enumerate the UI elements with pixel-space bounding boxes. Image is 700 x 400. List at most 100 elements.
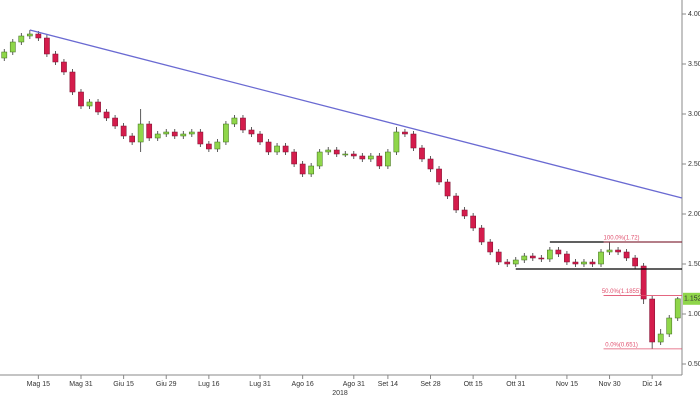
candle-body	[495, 251, 502, 263]
candle-body	[419, 147, 425, 160]
x-tick-label: Giu 15	[113, 381, 134, 388]
candle-body	[649, 298, 656, 343]
candle-body	[103, 111, 110, 119]
last-price-label: 1.152	[684, 296, 700, 303]
candle-body	[623, 251, 630, 259]
candle-body	[1, 51, 8, 59]
candle-body	[197, 131, 204, 145]
candle-body	[69, 71, 76, 93]
x-tick-label: Ago 31	[343, 381, 365, 388]
y-tick-label: 1.00	[688, 311, 700, 318]
candle-body	[547, 249, 553, 260]
last-price-tag	[683, 292, 700, 305]
x-tick-label: Ago 16	[292, 381, 314, 388]
candle-body	[529, 255, 536, 259]
candle-body	[504, 261, 511, 265]
candle-body	[666, 317, 673, 335]
candle-body	[427, 158, 434, 170]
candle-body	[282, 145, 289, 153]
candle-body	[657, 333, 664, 343]
candle-body	[171, 131, 178, 137]
y-tick-label: 4.00	[688, 11, 700, 18]
candle-body	[436, 168, 442, 183]
candle-body	[538, 257, 545, 260]
candle-body	[137, 123, 144, 143]
x-tick-label: Mag 15	[27, 381, 50, 388]
candle-body	[52, 53, 59, 63]
y-tick-label: 3.00	[688, 111, 700, 118]
candle-body	[231, 117, 238, 125]
candle-body	[299, 163, 306, 175]
candle-body	[223, 123, 229, 143]
candle-body	[78, 91, 84, 107]
x-tick-label: Mag 31	[69, 381, 92, 388]
candle-body	[274, 145, 280, 153]
x-tick-label: Nov 30	[598, 381, 620, 388]
candle-body	[188, 131, 195, 135]
y-tick-label: 0.50	[688, 361, 700, 368]
x-axis-year: 2018	[332, 390, 348, 397]
candle-body	[154, 133, 161, 139]
x-tick-label: Nov 15	[556, 381, 578, 388]
candle-body	[333, 149, 340, 155]
y-tick-label: 1.50	[688, 261, 700, 268]
y-tick-label: 3.50	[688, 61, 700, 68]
fib-label: 50.0%(1.1855)	[602, 289, 641, 295]
candle-body	[589, 261, 596, 265]
candle-body	[367, 155, 374, 160]
candle-body	[265, 141, 272, 153]
x-tick-label: Ott 31	[506, 381, 525, 388]
candle-body	[674, 298, 681, 319]
candle-body	[555, 249, 562, 255]
candle-body	[393, 131, 400, 153]
candle-body	[325, 149, 332, 153]
candle-body	[129, 135, 135, 143]
candle-body	[248, 129, 255, 135]
candle-body	[478, 227, 485, 243]
candle-body	[9, 41, 16, 53]
candle-body	[444, 181, 451, 197]
candle-body	[512, 259, 519, 265]
candle-body	[120, 125, 127, 137]
candle-body	[44, 37, 50, 55]
candle-body	[470, 215, 476, 229]
candle-body	[410, 133, 417, 149]
x-tick-label: Ott 15	[464, 381, 483, 388]
candle-body	[606, 249, 613, 253]
x-tick-label: Dic 14	[642, 381, 662, 388]
candle-body	[402, 131, 408, 135]
candle-body	[18, 35, 25, 43]
x-tick-label: Giu 29	[156, 381, 177, 388]
candle-body	[308, 165, 315, 175]
candle-body	[461, 209, 468, 217]
fib-label: 0.0%(0.651)	[605, 342, 638, 348]
y-tick-label: 2.50	[688, 161, 700, 168]
candle-body	[521, 255, 528, 261]
candle-body	[564, 253, 570, 263]
candle-body	[385, 151, 391, 167]
candle-body	[640, 265, 647, 300]
x-tick-label: Set 28	[420, 381, 440, 388]
x-tick-label: Lug 31	[249, 381, 271, 388]
candle-body	[487, 241, 494, 253]
fib-label: 100.0%(1.72)	[604, 236, 640, 242]
candle-body	[163, 131, 170, 135]
candle-body	[598, 251, 604, 265]
candle-body	[257, 133, 263, 143]
candle-body	[240, 117, 246, 131]
trendline	[29, 29, 683, 199]
candle-body	[291, 151, 297, 165]
candle-body	[350, 153, 357, 157]
candle-body	[632, 257, 638, 267]
y-tick-label: 2.00	[688, 211, 700, 218]
candle-body	[61, 61, 67, 73]
candle-body	[376, 155, 383, 167]
candle-body	[112, 117, 118, 127]
candle-body	[359, 155, 366, 160]
candle-body	[206, 143, 212, 150]
candle-body	[26, 33, 33, 37]
candle-body	[180, 133, 187, 137]
x-tick-label: Set 14	[378, 381, 398, 388]
